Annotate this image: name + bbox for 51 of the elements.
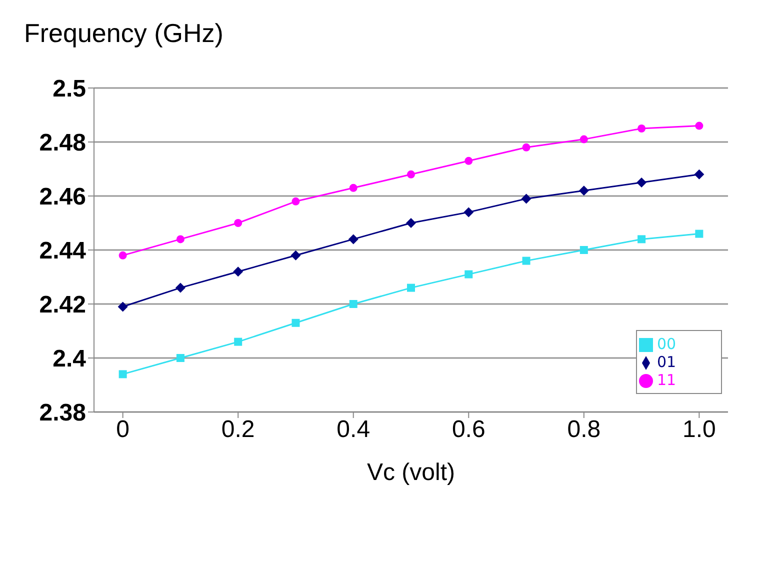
point xyxy=(578,186,589,196)
point xyxy=(234,219,242,227)
point xyxy=(349,300,358,308)
point xyxy=(695,122,704,130)
point xyxy=(407,170,415,178)
point xyxy=(695,230,704,238)
point xyxy=(521,194,532,204)
point xyxy=(464,207,474,218)
point xyxy=(580,246,588,254)
point xyxy=(638,124,646,132)
point xyxy=(175,282,186,293)
x-tick-label: 1.0 xyxy=(682,416,716,444)
x-tick-label: 0.6 xyxy=(452,416,486,444)
legend-label: 01 xyxy=(657,353,676,371)
point xyxy=(464,270,473,278)
x-tick-label: 0.8 xyxy=(567,416,601,444)
point xyxy=(349,184,358,192)
point xyxy=(636,178,647,188)
point xyxy=(118,370,127,378)
point xyxy=(234,338,242,346)
x-tick-label: 0 xyxy=(116,416,130,444)
y-tick-label: 2.46 xyxy=(39,184,86,211)
point xyxy=(292,197,300,206)
point xyxy=(292,318,300,327)
point xyxy=(118,302,128,312)
y-tick-label: 2.42 xyxy=(39,292,86,319)
y-axis-title: Frequency (GHz) xyxy=(24,18,224,49)
point xyxy=(694,169,704,180)
legend-label: 00 xyxy=(657,335,676,353)
x-axis-title: Vc (volt) xyxy=(366,459,456,486)
y-tick-label: 2.48 xyxy=(39,130,86,157)
point xyxy=(406,218,416,228)
point xyxy=(407,284,415,292)
point xyxy=(522,256,530,265)
x-tick-label: 0.2 xyxy=(221,416,255,444)
y-tick-label: 2.44 xyxy=(39,238,87,265)
point xyxy=(638,235,646,244)
y-tick-label: 2.5 xyxy=(52,76,86,103)
y-tick-label: 2.38 xyxy=(39,400,86,427)
point xyxy=(290,250,301,260)
point xyxy=(580,135,588,144)
point xyxy=(348,234,358,244)
point xyxy=(176,235,184,244)
legend-label: 11 xyxy=(657,371,676,389)
point xyxy=(522,143,530,152)
point xyxy=(233,266,244,277)
point xyxy=(176,354,184,362)
x-tick-label: 0.4 xyxy=(336,416,370,444)
point xyxy=(464,156,473,165)
point xyxy=(118,251,127,260)
y-tick-label: 2.4 xyxy=(52,346,87,373)
